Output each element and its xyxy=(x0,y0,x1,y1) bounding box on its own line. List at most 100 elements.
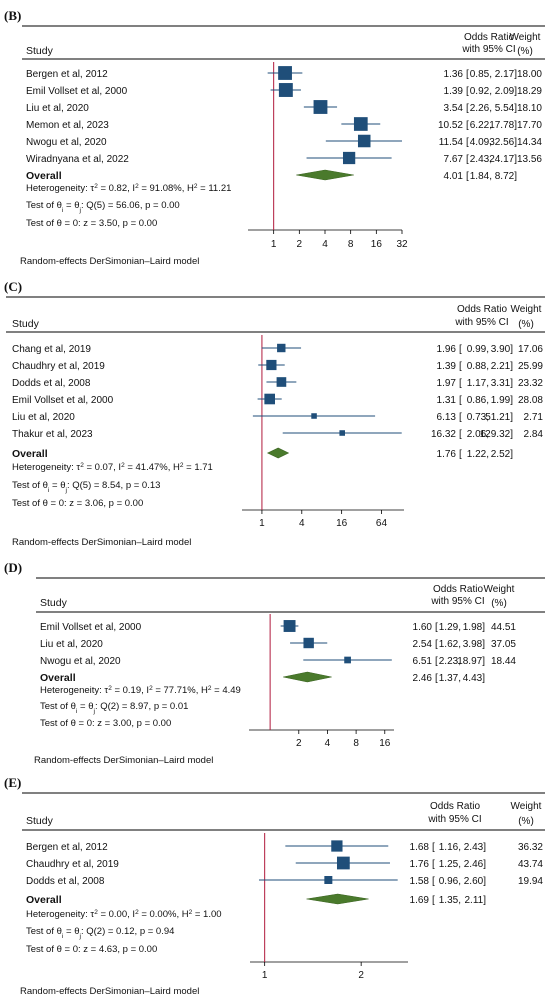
model-note: Random-effects DerSimonian–Laird model xyxy=(12,537,191,548)
ci-lower-value: 1.62, xyxy=(439,639,461,650)
effect-square xyxy=(278,66,292,80)
ci-upper-value: 32.56] xyxy=(489,137,517,148)
odds-ratio-value: 10.52 xyxy=(438,120,463,131)
study-row: Nwogu et al, 2020 6.51[2.23,18.97] 18.44 xyxy=(40,656,516,667)
study-row: Liu et al, 2020 3.54[2.26, 5.54] 18.10 xyxy=(26,100,542,114)
heterogeneity-stats: Heterogeneity: τ2 = 0.82, I2 = 91.08%, H… xyxy=(26,183,231,195)
odds-ratio-value: 1.97 xyxy=(437,378,457,389)
study-row: Bergen et al, 2012 1.36[0.85, 2.17] 18.00 xyxy=(26,66,542,80)
study-column-header: Study xyxy=(12,318,40,330)
weight-value: 2.84 xyxy=(524,429,544,440)
overall-odds-ratio: 4.01 xyxy=(444,171,464,182)
subscript: j xyxy=(93,708,95,715)
weight-column-subheader: (%) xyxy=(491,598,507,609)
tau2-value: = 0.19, I xyxy=(112,685,149,696)
effect-square xyxy=(303,637,314,649)
theta: = θ xyxy=(63,926,79,937)
panel-label: (C) xyxy=(4,279,22,294)
study-row: Dodds et al, 2008 1.97[1.17, 3.31] 23.32 xyxy=(12,377,543,389)
weight-value: 14.34 xyxy=(517,137,542,148)
theta: Test of θ xyxy=(40,701,76,712)
ci-bracket: [ xyxy=(432,895,435,906)
ci-lower-value: 0.92, xyxy=(470,86,492,97)
effect-column-subheader: with 95% CI xyxy=(454,317,508,328)
study-row: Nwogu et al, 2020 11.54[4.09,32.56] 14.34 xyxy=(26,134,542,148)
ci-upper-value: 1.99] xyxy=(491,395,513,406)
ci-bracket: [ xyxy=(466,171,469,182)
ci-upper-value: 2.46] xyxy=(464,859,486,870)
ci-upper-value: 24.17] xyxy=(489,154,517,165)
study-row: Emil Vollset et al, 2000 1.60[1.29, 1.98] 4… xyxy=(40,620,516,633)
overall-label: Overall xyxy=(40,672,76,684)
superscript: 2 xyxy=(180,462,184,469)
weight-value: 28.08 xyxy=(518,395,543,406)
i2-value: = 77.71%, H xyxy=(153,685,208,696)
study-row: Chaudhry et al, 2019 1.76[1.25, 2.46] 43.74 xyxy=(26,856,543,870)
ci-bracket: [ xyxy=(459,344,462,355)
weight-column-header: Weight xyxy=(511,304,542,315)
effect-square xyxy=(311,413,317,419)
forest-panel-e: (E) Study Odds Ratio with 95% CI Weight (%) 1 2… xyxy=(4,775,545,997)
weight-value: 18.00 xyxy=(517,69,542,80)
effect-square xyxy=(336,856,350,870)
effect-square xyxy=(283,620,296,632)
superscript: 2 xyxy=(121,462,125,469)
tau-symbol: Heterogeneity: τ xyxy=(26,909,94,920)
x-tick-label: 4 xyxy=(322,239,328,250)
i2-value: = 0.00%, H xyxy=(139,909,189,920)
subscript: j xyxy=(65,487,67,494)
theta: = θ xyxy=(77,701,93,712)
overall-odds-ratio: 1.76 xyxy=(437,449,457,460)
x-tick-label: 2 xyxy=(297,239,303,250)
effect-test: Test of θ = 0: z = 3.06, p = 0.00 xyxy=(12,498,143,509)
odds-ratio-value: 2.54 xyxy=(413,639,433,650)
heterogeneity-stats: Heterogeneity: τ2 = 0.00, I2 = 0.00%, H2… xyxy=(26,909,222,921)
ci-upper-value: 1.98] xyxy=(463,622,485,633)
theta: Test of θ xyxy=(26,926,62,937)
subscript: i xyxy=(62,207,63,214)
q-statistic: : Q(2) = 8.97, p = 0.01 xyxy=(95,701,188,712)
study-row: Chang et al, 2019 1.96[0.99, 3.90] 17.06 xyxy=(12,343,543,355)
study-name: Wiradnyana et al, 2022 xyxy=(26,154,129,165)
study-column-header: Study xyxy=(26,815,54,827)
ci-upper-value: 5.54] xyxy=(495,103,517,114)
overall-ci-lower: 1.84, xyxy=(470,171,492,182)
odds-ratio-value: 1.58 xyxy=(410,876,430,887)
effect-square xyxy=(339,430,345,436)
study-row: Chaudhry et al, 2019 1.39[0.88, 2.21] 25.99 xyxy=(12,359,543,372)
ci-upper-value: 51.21] xyxy=(485,412,513,423)
overall-diamond xyxy=(283,671,332,683)
weight-value: 17.70 xyxy=(517,120,542,131)
x-tick-label: 2 xyxy=(296,738,302,749)
overall-ci-lower: 1.37, xyxy=(439,673,461,684)
ci-lower-value: 1.17, xyxy=(467,378,489,389)
ci-lower-value: 0.73, xyxy=(467,412,489,423)
weight-value: 18.44 xyxy=(491,656,516,667)
study-name: Dodds et al, 2008 xyxy=(26,876,105,887)
weight-value: 23.32 xyxy=(518,378,543,389)
model-note: Random-effects DerSimonian–Laird model xyxy=(20,256,199,267)
ci-bracket: [ xyxy=(459,429,462,440)
study-row: Memon et al, 2023 10.52[6.22,17.78] 17.70 xyxy=(26,117,542,131)
effect-square xyxy=(353,117,368,131)
tau-symbol: Heterogeneity: τ xyxy=(26,183,94,194)
superscript: 2 xyxy=(208,685,212,692)
overall-row: Overall 1.76[1.22, 2.52] xyxy=(12,447,513,460)
weight-column-header: Weight xyxy=(511,801,542,812)
ci-lower-value: 0.99, xyxy=(467,344,489,355)
study-name: Liu et al, 2020 xyxy=(12,412,75,423)
ci-upper-value: 18.97] xyxy=(457,656,485,667)
weight-value: 18.29 xyxy=(517,86,542,97)
ci-lower-value: 2.43, xyxy=(470,154,492,165)
effect-test: Test of θ = 0: z = 3.50, p = 0.00 xyxy=(26,218,157,229)
subscript: i xyxy=(48,487,49,494)
study-name: Dodds et al, 2008 xyxy=(12,378,91,389)
ci-upper-value: 3.31] xyxy=(491,378,513,389)
effect-square xyxy=(276,377,287,387)
ci-lower-value: 2.26, xyxy=(470,103,492,114)
overall-ci-lower: 1.35, xyxy=(439,895,461,906)
ci-lower-value: 6.22, xyxy=(470,120,492,131)
ci-upper-value: 2.60] xyxy=(464,876,486,887)
